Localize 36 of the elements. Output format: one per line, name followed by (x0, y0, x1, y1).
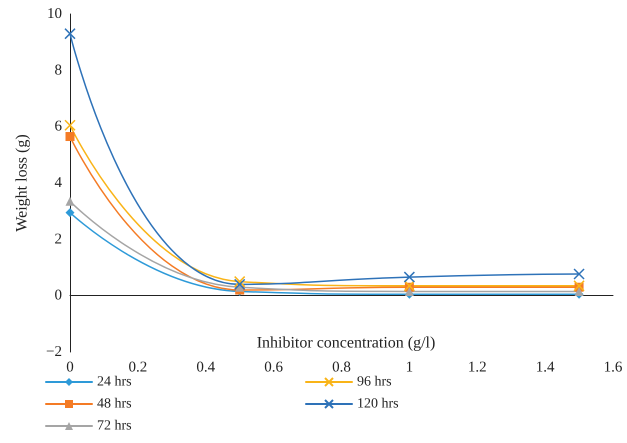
point (574, 286, 584, 296)
y-tick-label: 4 (54, 175, 62, 191)
point (234, 278, 246, 290)
x-tick-label: 1 (406, 360, 414, 376)
x-tick-label: 0.2 (128, 360, 148, 376)
legend-label: 72 hrs (97, 418, 132, 434)
point (64, 28, 76, 40)
point (573, 280, 585, 292)
point (66, 132, 74, 142)
legend-label: 48 hrs (97, 396, 132, 412)
point (404, 271, 416, 283)
x-tick-label: 1.2 (468, 360, 487, 376)
y-tick-label: 8 (54, 62, 62, 78)
legend-label: 96 hrs (357, 374, 392, 390)
y-tick-label: 6 (54, 118, 62, 135)
x-tick-label: 0.6 (264, 360, 284, 376)
point (66, 196, 74, 206)
x-tick-label: 0 (66, 360, 74, 376)
y-tick-label: 0 (54, 288, 62, 304)
point (234, 276, 246, 288)
legend-label: 24 hrs (97, 374, 132, 390)
point (404, 280, 416, 292)
x-axis-title: Inhibitor concentration (g/l) (256, 334, 436, 352)
point (64, 120, 76, 132)
x-tick-label: 0.8 (332, 360, 351, 376)
x-tick-label: 1.6 (604, 360, 623, 376)
y-tick-label: −2 (46, 344, 62, 360)
point (404, 286, 414, 296)
point (66, 208, 74, 218)
y-tick-label: 2 (54, 231, 62, 248)
x-tick-label: 1.4 (536, 360, 555, 376)
y-tick-label: 10 (47, 6, 62, 22)
x-tick-label: 0.4 (196, 360, 216, 376)
point (573, 268, 585, 280)
y-axis-title: Weight loss (g) (14, 134, 30, 232)
legend-label: 120 hrs (357, 396, 399, 412)
